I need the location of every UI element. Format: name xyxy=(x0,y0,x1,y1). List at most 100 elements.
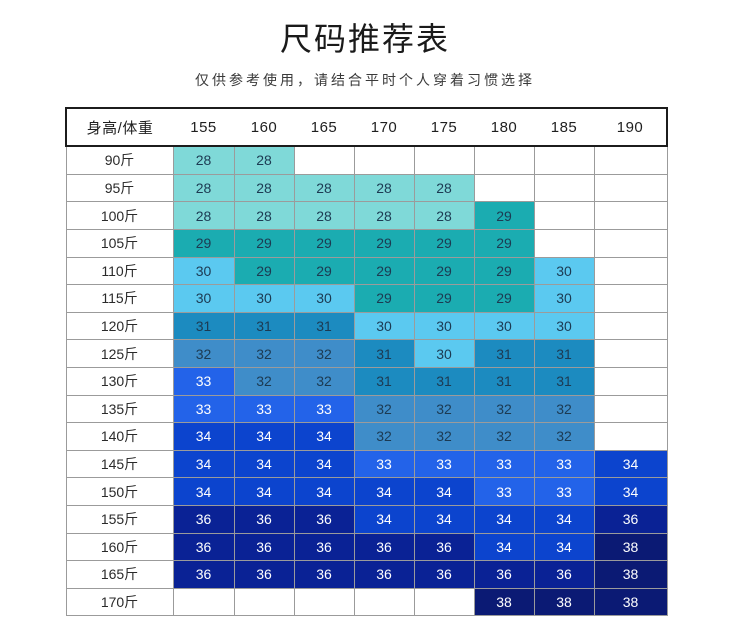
size-cell: 38 xyxy=(593,532,668,562)
size-cell: 36 xyxy=(413,532,475,562)
size-cell: 34 xyxy=(293,477,355,506)
size-cell: 28 xyxy=(233,145,295,175)
size-cell: 33 xyxy=(293,394,355,424)
size-cell: 29 xyxy=(293,228,355,258)
size-cell: 29 xyxy=(353,284,415,313)
empty-cell xyxy=(593,394,668,424)
size-cell: 33 xyxy=(413,449,475,479)
empty-cell xyxy=(413,587,475,617)
size-cell: 34 xyxy=(233,422,295,451)
size-recommendation-table: 身高/体重 155 160 165 170 175 180 185 190 90斤 28 28 95… xyxy=(65,107,668,617)
table-row: 95斤 28 28 28 28 28 xyxy=(65,173,668,203)
empty-cell xyxy=(293,587,355,617)
size-cell: 28 xyxy=(293,173,355,203)
size-cell: 32 xyxy=(353,394,415,424)
size-cell: 28 xyxy=(233,201,295,230)
size-cell: 32 xyxy=(233,366,295,396)
empty-cell xyxy=(233,587,295,617)
table-row: 150斤 34 34 34 34 34 33 33 34 xyxy=(65,477,668,506)
size-cell: 31 xyxy=(172,311,235,341)
empty-cell xyxy=(593,145,668,175)
empty-cell xyxy=(593,311,668,341)
size-cell: 31 xyxy=(473,339,535,368)
size-cell: 32 xyxy=(533,394,595,424)
weight-row-label: 105斤 xyxy=(65,228,174,258)
size-cell: 34 xyxy=(533,504,595,534)
weight-row-label: 130斤 xyxy=(65,366,174,396)
size-cell: 29 xyxy=(233,256,295,286)
size-cell: 34 xyxy=(233,477,295,506)
size-cell: 38 xyxy=(593,587,668,617)
size-cell: 31 xyxy=(353,339,415,368)
size-cell: 30 xyxy=(233,284,295,313)
size-cell: 36 xyxy=(172,560,235,589)
empty-cell xyxy=(533,201,595,230)
size-cell: 28 xyxy=(233,173,295,203)
size-cell: 33 xyxy=(172,366,235,396)
empty-cell xyxy=(593,339,668,368)
header-height-col: 185 xyxy=(534,107,594,148)
size-cell: 34 xyxy=(353,504,415,534)
size-cell: 34 xyxy=(172,422,235,451)
table-row: 145斤 34 34 34 33 33 33 33 34 xyxy=(65,449,668,479)
size-cell: 30 xyxy=(293,284,355,313)
size-cell: 34 xyxy=(353,477,415,506)
weight-row-label: 145斤 xyxy=(65,449,174,479)
table-row: 115斤 30 30 30 29 29 29 30 xyxy=(65,284,668,313)
empty-cell xyxy=(353,587,415,617)
size-cell: 28 xyxy=(172,173,235,203)
size-cell: 32 xyxy=(413,422,475,451)
table-row: 100斤 28 28 28 28 28 29 xyxy=(65,201,668,230)
size-cell: 29 xyxy=(353,256,415,286)
table-row: 170斤 38 38 38 xyxy=(65,587,668,617)
size-cell: 31 xyxy=(353,366,415,396)
size-cell: 30 xyxy=(353,311,415,341)
table-header: 身高/体重 155 160 165 170 175 180 185 190 xyxy=(65,107,668,148)
size-cell: 32 xyxy=(413,394,475,424)
size-cell: 30 xyxy=(533,284,595,313)
size-cell: 32 xyxy=(533,422,595,451)
size-cell: 34 xyxy=(172,477,235,506)
size-cell: 30 xyxy=(172,256,235,286)
size-cell: 33 xyxy=(533,449,595,479)
size-cell: 32 xyxy=(293,366,355,396)
size-cell: 31 xyxy=(533,366,595,396)
empty-cell xyxy=(353,145,415,175)
size-cell: 30 xyxy=(413,311,475,341)
empty-cell xyxy=(593,201,668,230)
header-height-col: 165 xyxy=(294,107,354,148)
size-cell: 34 xyxy=(293,422,355,451)
size-cell: 29 xyxy=(473,201,535,230)
size-cell: 32 xyxy=(172,339,235,368)
size-cell: 28 xyxy=(413,173,475,203)
weight-row-label: 90斤 xyxy=(65,145,174,175)
table-header-row: 身高/体重 155 160 165 170 175 180 185 190 xyxy=(65,107,668,148)
header-height-col: 155 xyxy=(173,107,234,148)
size-cell: 28 xyxy=(293,201,355,230)
page-subtitle: 仅供参考使用，请结合平时个人穿着习惯选择 xyxy=(195,72,535,89)
empty-cell xyxy=(172,587,235,617)
size-cell: 29 xyxy=(353,228,415,258)
weight-row-label: 155斤 xyxy=(65,504,174,534)
empty-cell xyxy=(593,422,668,451)
size-cell: 32 xyxy=(473,394,535,424)
header-height-col: 160 xyxy=(234,107,294,148)
size-cell: 36 xyxy=(413,560,475,589)
weight-row-label: 160斤 xyxy=(65,532,174,562)
size-cell: 36 xyxy=(473,560,535,589)
size-cell: 34 xyxy=(233,449,295,479)
size-cell: 29 xyxy=(293,256,355,286)
header-height-col: 175 xyxy=(414,107,474,148)
size-cell: 36 xyxy=(533,560,595,589)
empty-cell xyxy=(593,173,668,203)
size-cell: 32 xyxy=(473,422,535,451)
size-cell: 29 xyxy=(172,228,235,258)
size-cell: 33 xyxy=(353,449,415,479)
empty-cell xyxy=(533,228,595,258)
size-cell: 30 xyxy=(533,256,595,286)
empty-cell xyxy=(293,145,355,175)
size-cell: 28 xyxy=(353,201,415,230)
size-cell: 36 xyxy=(353,532,415,562)
empty-cell xyxy=(593,256,668,286)
